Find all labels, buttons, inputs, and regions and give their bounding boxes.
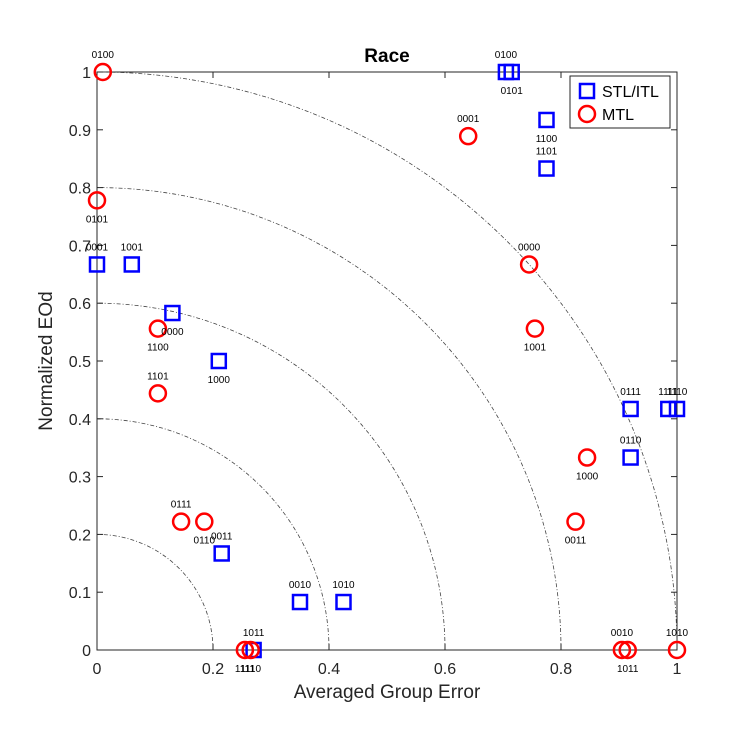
stl-itl-point-label: 1010: [332, 580, 355, 591]
y-tick-label: 0.7: [69, 238, 91, 255]
mtl-point: [566, 512, 585, 531]
mtl-point-label: 0010: [611, 628, 634, 639]
stl-itl-point-label: 1111: [658, 387, 678, 398]
legend-circle-icon: [577, 104, 597, 124]
stl-itl-point: [503, 63, 520, 81]
y-tick-label: 0.8: [69, 181, 91, 198]
mtl-point: [87, 191, 107, 210]
stl-itl-point-label: 1000: [208, 375, 231, 386]
mtl-point: [148, 384, 168, 403]
axis-ticks: 0 0.2 0.4 0.6 0.8 1 0 0.1 0.2 0.3 0.4 0.5 0.6 0.7 0.8 0…: [69, 65, 682, 678]
mtl-point-label: 0000: [518, 242, 541, 253]
data-points: [87, 62, 687, 660]
stl-itl-point: [213, 545, 230, 562]
stl-itl-point-label: 0001: [86, 242, 109, 253]
stl-itl-point-label: 0000: [161, 327, 184, 338]
x-tick-label: 0.2: [202, 661, 224, 678]
x-tick-label: 0.8: [550, 661, 572, 678]
y-tick-label: 0: [82, 643, 91, 660]
stl-itl-point: [538, 111, 555, 129]
y-tick-label: 0.9: [69, 123, 91, 140]
reference-arc-0: [96, 534, 214, 651]
stl-itl-point: [335, 593, 352, 611]
plot-area: [96, 71, 678, 651]
legend-entry-label: STL/ITL: [602, 84, 659, 101]
y-tick-label: 0.2: [69, 527, 91, 544]
stl-itl-point-label: 0100: [495, 50, 518, 61]
stl-itl-point-label: 0101: [501, 86, 524, 97]
reference-arc-4: [96, 71, 678, 651]
mtl-point: [195, 512, 214, 531]
x-tick-label: 0.4: [318, 661, 340, 678]
mtl-point: [93, 62, 113, 82]
mtl-point-label: 1010: [666, 628, 689, 639]
x-axis-label: Averaged Group Error: [294, 682, 481, 703]
mtl-point: [235, 640, 255, 660]
mtl-point: [171, 512, 191, 531]
stl-itl-point: [538, 160, 555, 177]
chart-title: Race: [364, 46, 409, 67]
mtl-point-label: 1101: [147, 371, 169, 382]
stl-itl-point-label: 1001: [121, 242, 144, 253]
mtl-point-label: 0001: [457, 114, 480, 125]
reference-arc-1: [96, 418, 330, 651]
stl-itl-point: [210, 352, 228, 370]
y-tick-label: 0.6: [69, 296, 91, 313]
x-tick-label: 0.6: [434, 661, 456, 678]
y-tick-label: 1: [82, 65, 91, 82]
stl-itl-point-label: 0110: [620, 436, 642, 447]
y-axis-label: Normalized EOd: [36, 291, 57, 430]
x-tick-label: 0: [93, 661, 102, 678]
mtl-point-label: 1001: [524, 343, 547, 354]
mtl-point: [525, 319, 545, 338]
stl-itl-point: [622, 400, 639, 418]
stl-itl-point-label: 1011: [243, 628, 265, 639]
stl-itl-point: [123, 256, 141, 273]
mtl-point-label: 1110: [240, 664, 261, 675]
stl-itl-point-label: 1110: [667, 387, 688, 398]
reference-arc-2: [96, 302, 446, 651]
stl-itl-point: [88, 256, 106, 273]
mtl-point-label: 1000: [576, 472, 599, 483]
mtl-point: [577, 448, 597, 467]
mtl-point-label: 0011: [565, 536, 587, 547]
mtl-point-label: 0101: [86, 214, 109, 225]
x-tick-label: 1: [673, 661, 682, 678]
mtl-point: [612, 640, 632, 660]
stl-itl-point: [660, 400, 677, 418]
mtl-point: [241, 640, 260, 660]
mtl-point: [667, 640, 687, 660]
stl-itl-point: [622, 449, 639, 466]
legend-entry-label: MTL: [602, 107, 634, 124]
y-tick-label: 0.3: [69, 470, 91, 487]
y-tick-label: 0.4: [69, 412, 91, 429]
mtl-point-label: 1111: [235, 664, 255, 675]
stl-itl-point: [291, 593, 309, 611]
mtl-point: [519, 255, 539, 274]
mtl-point-label: 0110: [194, 536, 216, 547]
mtl-point: [618, 640, 637, 660]
legend-square-icon: [578, 82, 596, 100]
mtl-point: [148, 319, 168, 338]
stl-itl-point: [668, 400, 686, 418]
stl-itl-point-label: 1100: [536, 134, 558, 145]
reference-arcs: [96, 71, 678, 651]
stl-itl-point-label: 0011: [211, 531, 233, 542]
y-tick-label: 0.5: [69, 354, 91, 371]
mtl-point-label: 1011: [617, 664, 639, 675]
stl-itl-point: [164, 304, 181, 322]
mtl-point-label: 1100: [147, 343, 169, 354]
stl-itl-point-label: 0111: [620, 387, 641, 398]
stl-itl-point-label: 1101: [536, 147, 558, 158]
y-tick-label: 0.1: [69, 585, 91, 602]
mtl-point: [458, 126, 478, 146]
stl-itl-point-label: 0010: [289, 580, 312, 591]
legend: STL/ITL MTL: [569, 75, 671, 129]
mtl-point-label: 0111: [171, 500, 192, 511]
mtl-point-label: 0100: [92, 50, 115, 61]
reference-arc-3: [96, 187, 562, 651]
